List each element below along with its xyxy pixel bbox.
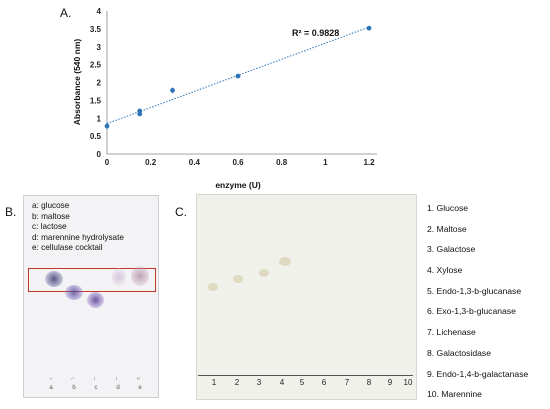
lane-label: 5 [299, 378, 305, 387]
lane-label: 1 [211, 378, 217, 387]
tlc-plate-b: a: glucose b: maltose c: lactose d: mare… [23, 195, 159, 398]
legend-item: 3. Galactose [427, 244, 476, 255]
legend-item: 9. Endo-1,4-b-galactanase [427, 368, 529, 379]
x-tick-label: 0.4 [189, 158, 201, 167]
legend-item: d: marennine hydrolysate [32, 232, 124, 242]
y-axis-title: Absorbance (540 nm) [72, 39, 82, 126]
y-tick-label: 0.5 [90, 132, 102, 141]
legend-item: 5. Endo-1,3-b-glucanase [427, 285, 522, 296]
lane-label: e [138, 385, 142, 391]
data-point [366, 25, 372, 31]
spot-lane-3 [259, 269, 269, 277]
lane-label: 10 [403, 378, 413, 387]
lane-label: 6 [321, 378, 327, 387]
spot-lane-4 [279, 257, 291, 266]
lane-label: 2 [234, 378, 240, 387]
x-tick-label: 0.8 [276, 158, 288, 167]
spot-lane-c [87, 292, 104, 308]
lane-label: c [94, 385, 98, 391]
lane-label: 3 [256, 378, 262, 387]
spot-lane-e [131, 266, 149, 286]
legend-item: a: glucose [32, 201, 70, 210]
origin-mark: ıı [137, 376, 140, 382]
spot-lane-1 [208, 283, 218, 291]
lane-label: 4 [279, 378, 285, 387]
y-tick-label: 0 [97, 150, 102, 159]
legend-item: 4. Xylose [427, 265, 463, 276]
lane-label: b [72, 385, 76, 391]
panel-a-label: A. [60, 6, 72, 20]
legend-item: 6. Exo-1,3-b-glucanase [427, 306, 516, 317]
y-tick-label: 4 [97, 7, 102, 16]
data-point [170, 87, 175, 93]
data-point [235, 73, 241, 79]
origin-mark: ı [94, 376, 96, 382]
legend-item: 1. Glucose [427, 203, 469, 213]
x-tick-label: 0.2 [145, 158, 157, 167]
data-point [137, 111, 143, 117]
legend-item: e: cellulase cocktail [32, 243, 103, 253]
x-tick-label: 0 [105, 158, 110, 167]
y-tick-label: 3 [97, 43, 102, 52]
x-tick-label: 1.2 [363, 158, 375, 167]
lane-label: d [116, 385, 120, 391]
legend-item: b: maltose [32, 211, 70, 221]
spot-lane-d [112, 268, 126, 286]
legend-item: 2. Maltose [427, 223, 467, 234]
x-tick-label: 0.6 [232, 158, 244, 167]
legend-item: 7. Lichenase [427, 327, 476, 338]
legend-item: c: lactose [32, 222, 67, 232]
lane-label: 7 [344, 378, 350, 387]
y-tick-label: 2.5 [90, 61, 102, 70]
spot-lane-2 [233, 275, 243, 283]
highlight-box [28, 268, 156, 292]
lane-label: 9 [387, 378, 393, 387]
absorbance-chart: 0 0.5 1 1.5 2 2.5 3 3.5 4 0 0.2 0.4 0.6 0.8 1 1.2 R² = … [72, 7, 377, 190]
r-squared-annotation: R² = 0.9828 [292, 28, 339, 38]
lane-label: 8 [366, 378, 372, 387]
panel-b-label: B. [5, 205, 17, 219]
origin-mark: ı [116, 376, 118, 382]
x-axis-title: enzyme (U) [215, 180, 261, 190]
legend-item: 8. Galactosidase [427, 347, 492, 358]
x-tick-label: 1 [323, 158, 328, 167]
legend-item: 10. Marennine [427, 389, 482, 400]
origin-mark: ∩ [71, 376, 75, 382]
y-tick-label: 2 [97, 79, 102, 88]
data-point [104, 123, 110, 129]
y-tick-label: 1 [97, 114, 102, 123]
panel-b-legend: a: glucose b: maltose c: lactose d: mare… [32, 201, 124, 254]
tlc-plate-c: 1 2 3 4 5 6 7 8 9 10 [196, 194, 417, 400]
plate-baseline [198, 375, 413, 376]
lane-label: a [49, 385, 53, 391]
panel-c-legend: 1. Glucose 2. Maltose 3. Galactose 4. Xy… [427, 202, 528, 409]
spot-lane-a [45, 271, 63, 287]
origin-mark: ⌐ [50, 376, 53, 382]
y-tick-label: 3.5 [90, 25, 102, 34]
panel-c-label: C. [175, 205, 187, 219]
spot-lane-b [65, 285, 83, 300]
y-tick-label: 1.5 [90, 96, 102, 105]
